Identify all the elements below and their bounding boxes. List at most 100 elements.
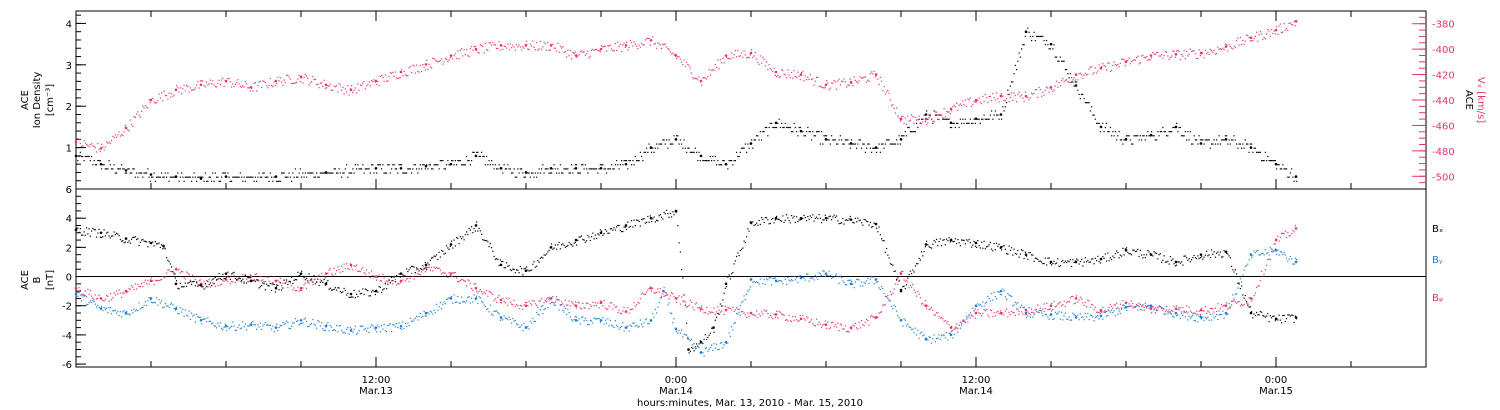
sample-mark	[1172, 50, 1174, 52]
sample-mark	[1234, 301, 1236, 303]
sample-mark	[163, 277, 165, 279]
sample-mark	[562, 243, 564, 245]
sample-mark	[126, 127, 128, 130]
sample-mark	[628, 226, 630, 228]
sample-mark	[392, 324, 394, 326]
sample-mark	[1021, 304, 1023, 306]
sample-mark	[213, 180, 215, 182]
sample-mark	[643, 322, 645, 324]
sample-mark	[1076, 74, 1078, 76]
sample-mark	[781, 280, 783, 283]
sample-mark	[177, 312, 179, 315]
sample-mark	[1222, 305, 1224, 307]
sample-mark	[723, 313, 725, 316]
sample-mark	[337, 172, 339, 174]
sample-mark	[206, 81, 208, 83]
sample-mark	[559, 248, 561, 250]
sample-mark	[1064, 68, 1066, 71]
sample-mark	[1281, 168, 1283, 170]
sample-mark	[888, 300, 890, 302]
sample-mark	[471, 226, 473, 228]
sample-mark	[837, 322, 839, 324]
sample-mark	[1169, 56, 1171, 58]
sample-mark	[1276, 168, 1278, 170]
sample-mark	[257, 279, 259, 281]
sample-mark	[463, 300, 465, 303]
sample-mark	[103, 229, 105, 231]
sample-mark	[126, 172, 128, 174]
sample-mark	[552, 248, 554, 250]
sample-mark	[1111, 305, 1113, 308]
sample-mark	[658, 302, 660, 304]
sample-mark	[243, 326, 245, 328]
sample-mark	[291, 82, 293, 85]
sample-mark	[174, 309, 176, 311]
sample-mark	[1071, 81, 1073, 83]
sample-mark	[1263, 37, 1265, 39]
sample-mark	[958, 324, 960, 327]
sample-mark	[894, 143, 896, 145]
sample-mark	[339, 172, 341, 174]
sample-mark	[601, 319, 603, 322]
sample-mark	[698, 76, 700, 78]
sample-mark	[242, 274, 244, 276]
data-point	[99, 231, 103, 235]
sample-mark	[1253, 250, 1255, 252]
sample-mark	[1058, 60, 1060, 62]
sample-mark	[203, 318, 205, 320]
sample-mark	[78, 231, 80, 233]
sample-mark	[222, 77, 224, 79]
series-Bᵧ	[74, 247, 1298, 357]
sample-mark	[323, 172, 325, 174]
sample-mark	[554, 304, 556, 307]
sample-mark	[201, 323, 203, 325]
sample-mark	[446, 274, 448, 276]
sample-mark	[497, 47, 499, 50]
sample-mark	[598, 318, 600, 320]
sample-mark	[1112, 307, 1114, 309]
sample-mark	[677, 225, 679, 227]
sample-mark	[571, 244, 573, 246]
sample-mark	[607, 308, 609, 310]
sample-mark	[1199, 139, 1201, 141]
sample-mark	[676, 135, 678, 137]
sample-mark	[567, 49, 569, 51]
bottom-tick-label: 0	[66, 273, 72, 284]
sample-mark	[997, 114, 999, 116]
sample-mark	[1133, 306, 1135, 308]
sample-mark	[881, 80, 883, 82]
sample-mark	[252, 321, 254, 323]
sample-mark	[617, 326, 619, 328]
sample-mark	[248, 277, 250, 279]
sample-mark	[569, 50, 571, 52]
sample-mark	[256, 90, 258, 92]
data-point	[949, 121, 953, 125]
sample-mark	[964, 118, 966, 120]
sample-mark	[472, 232, 474, 234]
sample-mark	[1144, 305, 1146, 307]
sample-mark	[144, 301, 146, 303]
sample-mark	[481, 233, 483, 236]
sample-mark	[967, 317, 969, 319]
sample-mark	[123, 292, 125, 294]
sample-mark	[156, 243, 158, 245]
sample-mark	[1043, 39, 1045, 42]
sample-mark	[503, 267, 505, 269]
sample-mark	[168, 269, 170, 271]
sample-mark	[641, 42, 643, 45]
sample-mark	[193, 314, 195, 316]
sample-mark	[798, 275, 800, 277]
sample-mark	[332, 274, 334, 276]
sample-mark	[381, 291, 383, 294]
sample-mark	[422, 164, 424, 166]
sample-mark	[257, 324, 259, 326]
sample-mark	[1164, 313, 1166, 315]
sample-mark	[238, 83, 240, 85]
sample-mark	[404, 172, 406, 174]
sample-mark	[466, 300, 468, 302]
sample-mark	[306, 320, 308, 323]
sample-mark	[424, 69, 426, 71]
data-point	[824, 323, 828, 326]
sample-mark	[1057, 312, 1059, 314]
sample-mark	[561, 47, 563, 49]
